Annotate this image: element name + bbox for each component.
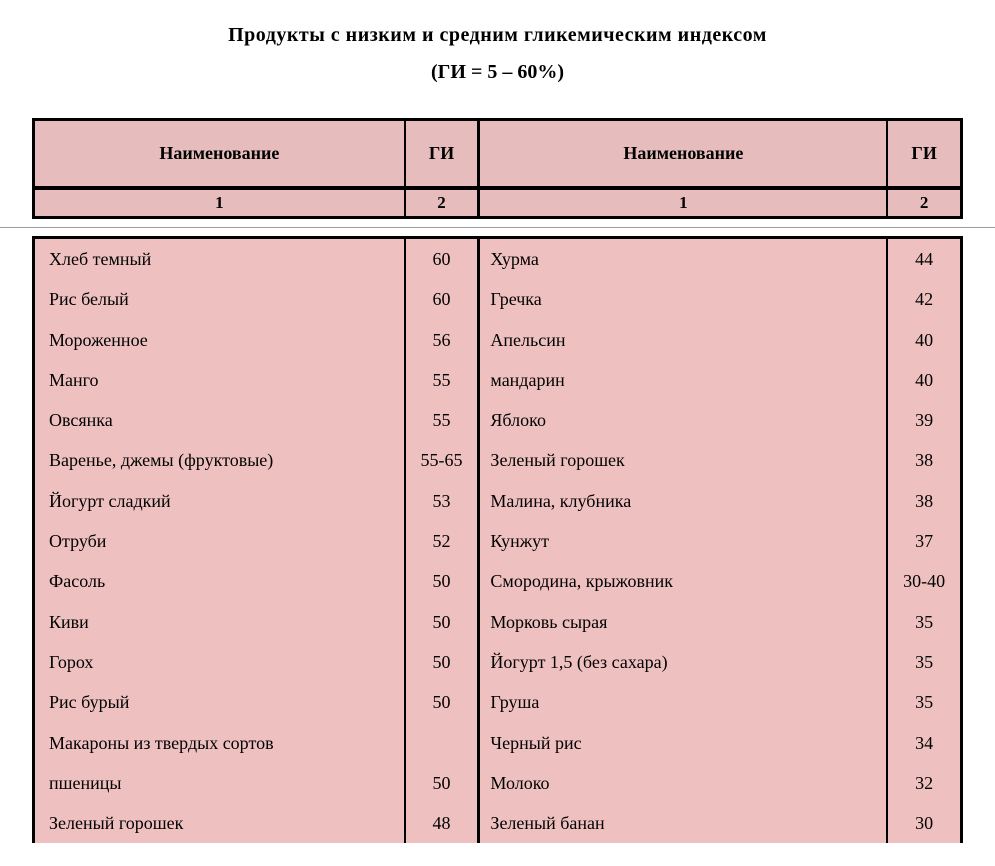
cell-name: Гречка [479,279,887,319]
cell-gi: 53 [405,481,479,521]
cell-name: Йогурт сладкий [34,481,405,521]
table-row: Овсянка55Яблоко39 [34,400,962,440]
cell-gi: 40 [887,320,961,360]
cell-name: Малина, клубника [479,481,887,521]
table-row: Манго55мандарин40 [34,360,962,400]
subcol-1-left: 1 [34,190,405,218]
cell-name: Хлеб темный [34,238,405,280]
table-body: Хлеб темный60Хурма44Рис белый60Гречка42М… [32,236,963,843]
cell-name: Отруби [34,521,405,561]
cell-gi: 37 [887,521,961,561]
table-row: Рис белый60Гречка42 [34,279,962,319]
table-row: Фасоль50Смородина, крыжовник30-40 [34,561,962,601]
col-name-right: Наименование [479,120,887,188]
cell-name: Морковь сырая [479,602,887,642]
cell-name: Молоко [479,763,887,803]
cell-gi: 50 [405,763,479,803]
cell-gi: 60 [405,238,479,280]
cell-gi: 50 [405,561,479,601]
document-page: Продукты с низким и средним гликемически… [0,0,995,843]
cell-gi: 38 [887,440,961,480]
cell-gi: 55 [405,400,479,440]
cell-name: мандарин [479,360,887,400]
cell-gi: 35 [887,642,961,682]
cell-name: Макароны из твердых сортов [34,723,405,763]
cell-gi: 34 [887,723,961,763]
cell-name: Зеленый банан [479,803,887,843]
cell-name: Горох [34,642,405,682]
cell-gi: 55 [405,360,479,400]
cell-gi: 42 [887,279,961,319]
cell-gi: 35 [887,602,961,642]
cell-gi: 50 [405,602,479,642]
cell-gi: 48 [405,803,479,843]
cell-gi: 30-40 [887,561,961,601]
cell-name: Яблоко [479,400,887,440]
table-row: Варенье, джемы (фруктовые)55-65Зеленый г… [34,440,962,480]
cell-gi: 52 [405,521,479,561]
cell-gi: 50 [405,642,479,682]
cell-name: Смородина, крыжовник [479,561,887,601]
col-name-left: Наименование [34,120,405,188]
cell-gi: 32 [887,763,961,803]
table-row: Горох50Йогурт 1,5 (без сахара)35 [34,642,962,682]
table-row: Киви50Морковь сырая35 [34,602,962,642]
table-subheader: 1 2 1 2 [32,189,963,219]
cell-name: Киви [34,602,405,642]
cell-name: Хурма [479,238,887,280]
cell-gi: 38 [887,481,961,521]
table-container: Наименование ГИ Наименование ГИ 1 2 1 2 [32,118,963,219]
cell-gi [405,723,479,763]
cell-name: Овсянка [34,400,405,440]
table-row: Йогурт сладкий53Малина, клубника38 [34,481,962,521]
cell-gi: 39 [887,400,961,440]
cell-name: Черный рис [479,723,887,763]
header-row: Наименование ГИ Наименование ГИ [34,120,962,188]
cell-name: Кунжут [479,521,887,561]
cell-name: Манго [34,360,405,400]
cell-name: Фасоль [34,561,405,601]
cell-name: Варенье, джемы (фруктовые) [34,440,405,480]
table-row: Мороженное56Апельсин40 [34,320,962,360]
cell-name: Рис бурый [34,682,405,722]
page-subtitle: (ГИ = 5 – 60%) [0,61,995,84]
table-row: Хлеб темный60Хурма44 [34,238,962,280]
table-header: Наименование ГИ Наименование ГИ [32,118,963,189]
table-row: пшеницы50Молоко32 [34,763,962,803]
table-body-container: Хлеб темный60Хурма44Рис белый60Гречка42М… [32,236,963,843]
cell-name: пшеницы [34,763,405,803]
subcol-2-right: 2 [887,190,961,218]
cell-name: Зеленый горошек [479,440,887,480]
cell-gi: 35 [887,682,961,722]
subheader-row: 1 2 1 2 [34,190,962,218]
col-gi-left: ГИ [405,120,479,188]
page-title: Продукты с низким и средним гликемически… [0,24,995,47]
cell-gi: 56 [405,320,479,360]
subcol-2-left: 2 [405,190,479,218]
table-row: Зеленый горошек48Зеленый банан30 [34,803,962,843]
cell-gi: 40 [887,360,961,400]
cell-gi: 55-65 [405,440,479,480]
cell-name: Зеленый горошек [34,803,405,843]
cell-name: Рис белый [34,279,405,319]
cell-gi: 60 [405,279,479,319]
cell-name: Мороженное [34,320,405,360]
cell-gi: 50 [405,682,479,722]
cell-name: Йогурт 1,5 (без сахара) [479,642,887,682]
page-divider [0,227,995,228]
cell-name: Груша [479,682,887,722]
cell-gi: 44 [887,238,961,280]
cell-gi: 30 [887,803,961,843]
cell-name: Апельсин [479,320,887,360]
table-row: Рис бурый50Груша35 [34,682,962,722]
table-row: Макароны из твердых сортов Черный рис34 [34,723,962,763]
table-row: Отруби52Кунжут37 [34,521,962,561]
subcol-1-right: 1 [479,190,887,218]
col-gi-right: ГИ [887,120,961,188]
